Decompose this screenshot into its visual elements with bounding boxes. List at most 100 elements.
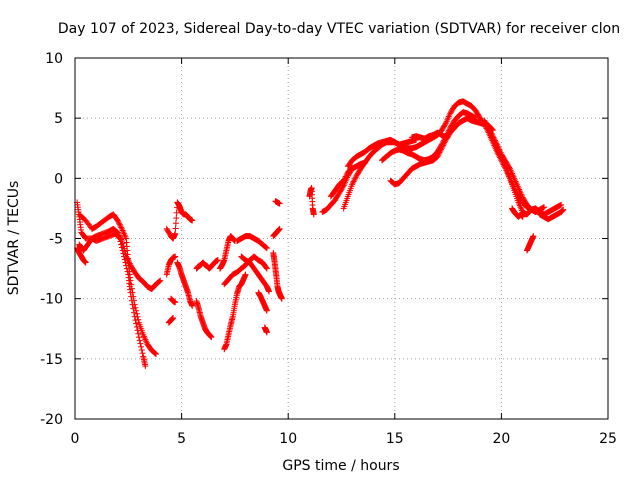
data-point [263,245,270,252]
data-points [74,98,567,370]
data-point [129,301,136,308]
series-arc-19 [270,249,285,302]
data-point [115,218,122,225]
series-arc-16 [238,253,273,295]
x-axis-label: GPS time / hours [282,458,399,474]
data-point [138,347,145,354]
data-point [133,323,140,330]
data-point [263,244,270,251]
data-point [278,295,285,302]
series-arc-4 [74,245,89,266]
data-point [118,244,125,251]
y-tick-label: 10 [45,51,63,67]
data-point [128,297,135,304]
data-point [132,317,139,324]
data-point [128,293,135,300]
data-point [242,271,249,278]
series-arc-5 [163,199,196,242]
data-point [118,241,125,248]
data-point [116,220,123,227]
data-point [116,235,123,242]
y-axis-label: SDTVAR / TECUs [6,181,22,296]
plot-frame [74,57,609,420]
y-tick-label: -5 [49,232,63,248]
series-arc-21 [272,198,283,207]
data-point [123,262,130,269]
x-tick-label: 5 [177,431,186,447]
data-point [189,217,196,224]
data-point [116,221,123,228]
y-tick-label: 5 [54,111,63,127]
data-point [152,350,159,357]
data-point [130,309,137,316]
y-tick-label: -10 [40,292,63,308]
data-point [135,334,142,341]
data-point [121,253,128,260]
data-point [153,351,160,358]
data-point [119,247,126,254]
data-point [172,225,179,232]
series-arc-22 [306,184,317,218]
series-arc-17 [255,289,270,314]
data-point [124,268,131,275]
data-point [189,302,196,309]
data-point [263,329,270,336]
data-point [134,327,141,334]
series-arc-31 [481,117,548,216]
data-point [114,217,121,224]
data-point [172,299,179,306]
data-point [263,265,270,272]
y-tick-label: -20 [40,412,63,428]
x-tick-label: 20 [492,431,510,447]
y-tick-label: 0 [54,171,63,187]
data-point [170,314,177,321]
series-arc-6 [163,253,179,278]
x-tick-label: 10 [279,431,297,447]
data-point [138,343,145,350]
data-point [123,265,130,272]
data-point [117,238,124,245]
grid-layer [75,58,608,419]
data-point [130,305,137,312]
x-tick-label: 25 [599,431,617,447]
data-point [127,289,134,296]
series-arc-8 [165,314,177,326]
data-point [208,334,215,341]
series-arc-9 [174,259,196,309]
data-point [156,278,163,285]
data-point [172,253,179,260]
data-point [214,257,221,264]
data-point [136,337,143,344]
data-point [263,307,270,314]
data-point [121,256,128,263]
series-arc-20 [270,225,283,240]
data-point [157,277,164,284]
data-point [172,230,179,237]
data-point [155,278,162,285]
data-point [173,215,180,222]
series-arc-10 [193,257,221,272]
data-point [82,259,89,266]
series-arc-26 [344,98,475,170]
x-tick-label: 15 [386,431,404,447]
series-arc-12 [216,233,238,272]
x-tick-label: 0 [71,431,80,447]
series-arc-15 [234,233,270,252]
data-point [122,259,129,266]
data-point [117,223,124,230]
chart-title: Day 107 of 2023, Sidereal Day-to-day VTE… [58,21,620,37]
series-arc-13 [221,271,249,353]
data-point [135,330,142,337]
data-point [139,350,146,357]
data-point [151,349,158,356]
series-arc-11 [193,298,215,341]
series-arc-7 [167,295,179,306]
data-point [133,310,140,317]
data-point [116,234,123,241]
data-point [118,224,125,231]
series-arc-3 [76,230,149,370]
y-tick-label: -15 [40,352,63,368]
data-point [266,288,273,295]
data-point [172,220,179,227]
